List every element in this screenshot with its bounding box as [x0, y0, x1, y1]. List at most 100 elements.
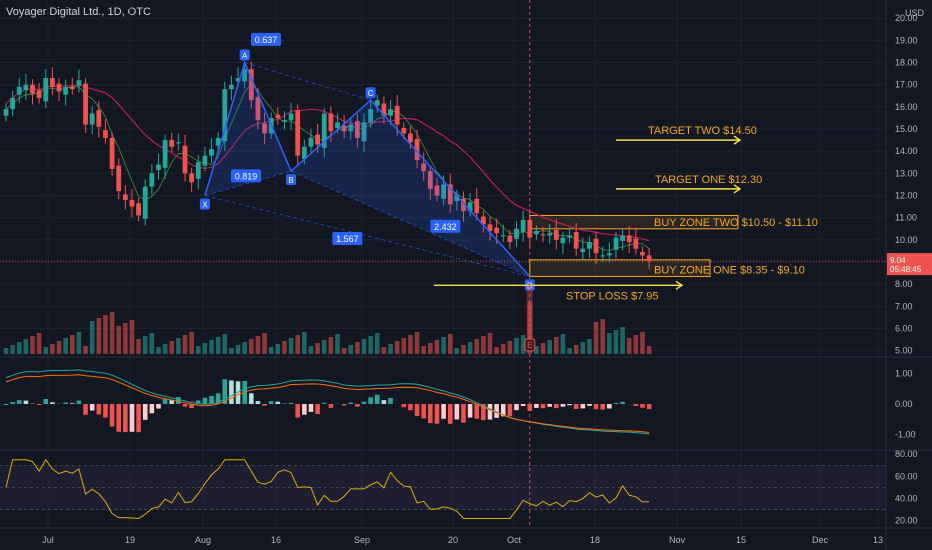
- volume-bar: [315, 343, 320, 354]
- candle-body: [89, 113, 95, 125]
- candle-body: [341, 125, 347, 132]
- fast-moving-average-line: [5, 83, 650, 251]
- macd-bar: [142, 404, 148, 420]
- candle-body: [520, 219, 526, 233]
- candle-body: [646, 255, 652, 262]
- volume-bar: [481, 336, 486, 354]
- candle-body: [414, 139, 420, 161]
- macd-bar: [3, 404, 9, 405]
- candle-body: [242, 69, 248, 82]
- candle-body: [235, 78, 241, 82]
- candle-body: [109, 137, 115, 169]
- macd-bar: [43, 399, 49, 404]
- last-price-value: 9.04: [890, 256, 906, 265]
- volume-bar: [600, 319, 605, 354]
- volume-bar: [176, 338, 181, 354]
- volume-bar: [255, 336, 261, 354]
- volume-bar: [607, 333, 612, 354]
- candle-body: [195, 162, 201, 179]
- volume-bar: [348, 345, 354, 354]
- volume-bar: [428, 343, 433, 354]
- pattern-point-badge: [286, 174, 297, 186]
- macd-bar: [156, 404, 161, 409]
- volume-bar: [288, 338, 294, 354]
- volume-bar: [454, 348, 460, 354]
- macd-bar: [474, 404, 480, 419]
- volume-bar: [361, 339, 367, 354]
- candle-body: [500, 235, 506, 237]
- macd-bar: [341, 404, 347, 406]
- candle-body: [494, 227, 500, 234]
- candle-body: [10, 98, 16, 110]
- volume-bar: [520, 335, 526, 354]
- volume-bar: [394, 341, 400, 354]
- candle-body: [122, 194, 128, 200]
- candle-body: [248, 69, 254, 101]
- candle-body: [262, 123, 267, 134]
- volume-bar: [401, 338, 407, 354]
- candle-body: [361, 122, 367, 142]
- candle-body: [282, 120, 287, 122]
- target-one-arrow-head: [733, 184, 742, 194]
- price-tick-label: 6.00: [895, 324, 913, 334]
- ratio-label: 0.819: [235, 171, 258, 181]
- price-tick-label: 15.00: [895, 124, 918, 134]
- candle-body: [3, 109, 9, 116]
- candle-body: [162, 140, 168, 168]
- macd-bar: [348, 402, 354, 404]
- volume-bar: [487, 333, 493, 354]
- candle-body: [56, 83, 62, 92]
- macd-bar: [195, 400, 201, 404]
- macd-bar: [368, 397, 373, 404]
- candle-body: [209, 148, 214, 156]
- candle-body: [534, 230, 539, 235]
- ratio-label: 0.637: [255, 35, 278, 45]
- macd-bar: [162, 399, 168, 404]
- rsi-tick-label: 40.00: [895, 494, 918, 504]
- macd-bar: [560, 404, 566, 407]
- candle-body: [175, 142, 181, 144]
- candle-body: [169, 140, 175, 147]
- volume-bar: [514, 338, 519, 354]
- macd-bar: [454, 404, 460, 420]
- candle-body: [593, 238, 599, 254]
- candle-body: [580, 248, 586, 253]
- price-tick-label: 8.00: [895, 279, 913, 289]
- volume-bar: [421, 346, 426, 354]
- volume-bar: [547, 340, 552, 354]
- macd-bar: [182, 404, 188, 407]
- target-two-arrow-head: [733, 135, 742, 145]
- volume-bar: [96, 318, 102, 354]
- volume-bar: [368, 336, 373, 354]
- volume-bar: [500, 344, 506, 354]
- pattern-point-label: B: [288, 176, 293, 185]
- candle-body: [30, 84, 35, 94]
- macd-bar: [633, 404, 639, 406]
- pattern-point-badge: [199, 198, 210, 210]
- candle-body: [301, 146, 307, 159]
- candle-body: [626, 235, 632, 243]
- macd-bar: [295, 404, 301, 418]
- macd-bar: [222, 379, 228, 404]
- volume-bar: [573, 345, 579, 354]
- macd-bar: [374, 394, 380, 404]
- macd-bar: [646, 404, 652, 410]
- time-tick-label: Nov: [669, 535, 686, 545]
- volume-bar: [408, 335, 413, 354]
- candle-body: [36, 90, 42, 99]
- price-tick-label: 12.00: [895, 191, 918, 201]
- macd-tick-label: 0.00: [895, 399, 913, 409]
- price-tick-label: 11.00: [895, 213, 917, 223]
- macd-histogram: [3, 379, 652, 433]
- volume-bar: [302, 332, 307, 354]
- candle-body: [288, 113, 294, 121]
- candle-body: [567, 235, 572, 238]
- volume-bar: [189, 332, 194, 354]
- volume-bar: [89, 321, 95, 354]
- macd-bar: [640, 404, 645, 408]
- time-tick-label: 13: [873, 535, 883, 545]
- candle-body: [401, 127, 407, 134]
- volume-bar: [249, 339, 254, 354]
- volume-bar: [507, 341, 513, 354]
